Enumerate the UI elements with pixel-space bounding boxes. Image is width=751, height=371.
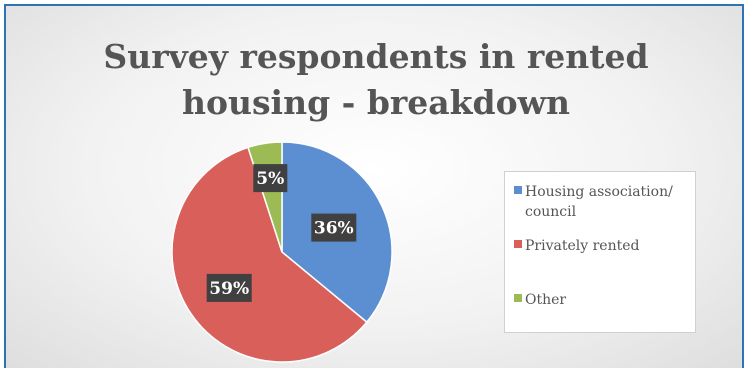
data-label-privately-rented: 59%: [206, 273, 252, 302]
data-label-text-privately-rented: 59%: [209, 279, 249, 299]
data-label-housing-association: 36%: [311, 213, 357, 242]
legend-swatch-privately-rented: [514, 240, 522, 248]
legend-label-other: Other: [525, 292, 567, 308]
chart-frame: Survey respondents in rented housing - b…: [4, 4, 744, 368]
legend-label-privately-rented: Privately rented: [525, 238, 640, 254]
data-label-text-other: 5%: [256, 169, 284, 189]
data-label-box-housing-association: [311, 213, 357, 242]
legend-entry-privately-rented: Privately rented: [514, 236, 694, 256]
chart-title-line-1: Survey respondents in rented: [103, 37, 649, 76]
data-label-box-other: [253, 164, 288, 193]
data-label-text-housing-association: 36%: [314, 219, 354, 239]
legend-swatch-other: [514, 294, 522, 302]
data-label-other: 5%: [253, 164, 288, 193]
pie-data-labels: 36% 59% 5%: [206, 164, 357, 302]
chart-legend: Housing association/ council Privately r…: [504, 171, 696, 333]
legend-label-housing-association-line-2: council: [525, 204, 577, 220]
legend-entry-other: Other: [514, 290, 694, 310]
legend-entry-housing-association: Housing association/ council: [514, 182, 694, 222]
legend-swatch-housing-association: [514, 186, 522, 194]
chart-title: Survey respondents in rented housing - b…: [6, 34, 742, 126]
legend-label-housing-association-line-1: Housing association/: [525, 184, 673, 200]
pie-slice-privately-rented: [171, 146, 368, 363]
chart-title-line-2: housing - breakdown: [181, 83, 571, 122]
pie-chart: 36% 59% 5%: [171, 141, 393, 363]
data-label-box-privately-rented: [206, 273, 252, 302]
